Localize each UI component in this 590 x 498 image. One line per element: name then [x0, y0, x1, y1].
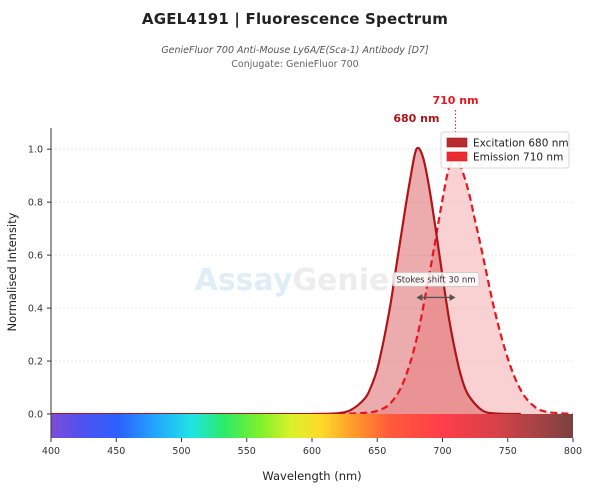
- x-tick-label: 500: [172, 446, 190, 457]
- x-tick-label: 550: [238, 446, 256, 457]
- legend-label: Excitation 680 nm: [473, 138, 569, 150]
- watermark: AssayGenie: [195, 263, 390, 298]
- legend-swatch: [446, 137, 468, 148]
- x-tick-label: 750: [499, 446, 517, 457]
- legend-label: Emission 710 nm: [473, 152, 563, 164]
- x-tick-labels: 400 450 500 550 600 650 700 750 800: [42, 438, 582, 457]
- emission-peak-label: 710 nm: [433, 94, 479, 107]
- watermark-text: AssayGenie: [195, 263, 390, 298]
- page-title: AGEL4191 | Fluorescence Spectrum: [141, 10, 449, 28]
- y-tick-label: 0.8: [28, 198, 43, 209]
- y-tick-label: 0.2: [28, 357, 43, 368]
- y-tick-label: 1.0: [28, 145, 43, 156]
- spectrum-color-bar: [51, 414, 573, 438]
- x-tick-label: 400: [42, 446, 60, 457]
- y-tick-label: 0.6: [28, 251, 43, 262]
- watermark-brand-a: Assay: [195, 263, 293, 298]
- chart-subtitle: GenieFluor 700 Anti-Mouse Ly6A/E(Sca-1) …: [161, 45, 429, 56]
- legend-swatch: [446, 151, 468, 162]
- y-axis-label: Normalised Intensity: [5, 212, 19, 331]
- stokes-shift-annotation: Stokes shift 30 nm: [392, 272, 480, 301]
- x-axis-label: Wavelength (nm): [262, 469, 361, 483]
- stokes-arrowhead-right: [449, 293, 456, 301]
- stokes-shift-label: Stokes shift 30 nm: [396, 275, 475, 285]
- x-tick-label: 650: [368, 446, 386, 457]
- y-tick-label: 0.4: [28, 304, 43, 315]
- excitation-peak-label: 680 nm: [393, 112, 439, 125]
- peak-annotations: 680 nm 710 nm: [393, 94, 479, 158]
- x-tick-label: 600: [303, 446, 321, 457]
- legend-box: [440, 131, 570, 169]
- y-tick-labels: 0.0 0.2 0.4 0.6 0.8 1.0: [28, 145, 51, 421]
- stokes-arrowhead-left: [416, 293, 423, 301]
- x-tick-label: 700: [433, 446, 451, 457]
- stokes-shift-box: [392, 272, 480, 287]
- conjugate-label: Conjugate: GenieFluor 700: [231, 59, 359, 70]
- x-tick-label: 800: [564, 446, 582, 457]
- x-tick-label: 450: [107, 446, 125, 457]
- y-tick-label: 0.0: [28, 410, 43, 421]
- grid-lines: [51, 148, 573, 362]
- series-line-excitation: [311, 146, 521, 416]
- legend: Excitation 680 nm Emission 710 nm: [440, 131, 570, 169]
- watermark-brand-b: Genie: [292, 263, 389, 298]
